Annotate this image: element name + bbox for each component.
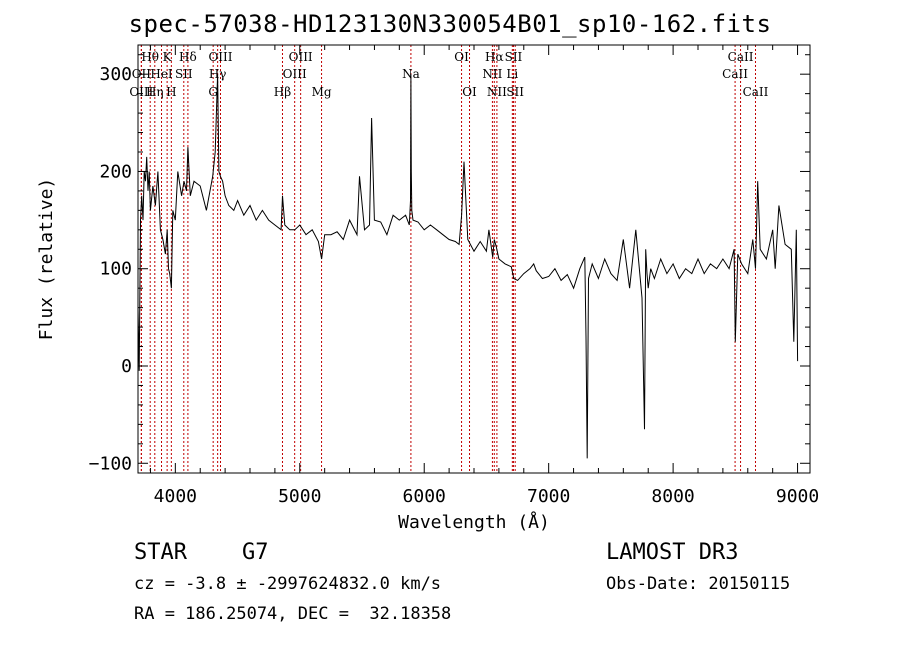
y-tick-label: 100 — [99, 259, 132, 280]
line-marker-label: G — [208, 85, 218, 99]
x-tick-label: 9000 — [776, 486, 819, 507]
line-marker-label: OI — [462, 85, 477, 99]
line-marker-label: NII — [482, 67, 502, 81]
object-class: STAR — [134, 540, 187, 565]
line-marker-label: HeI — [150, 67, 173, 81]
line-markers-layer — [140, 45, 756, 473]
chart-title: spec-57038-HD123130N330054B01_sp10-162.f… — [128, 10, 772, 38]
line-marker-label: OIII — [283, 67, 307, 81]
ticks-layer: 4000 5000 6000 7000 8000 9000 −100 0 100 200 300 — [89, 45, 819, 507]
line-marker-label: Hα — [485, 50, 504, 64]
line-marker-label: OI — [454, 50, 469, 64]
line-marker-label: Li — [506, 67, 518, 81]
line-marker-label: CaII — [722, 67, 748, 81]
x-tick-label: 6000 — [403, 486, 446, 507]
line-marker-label: Hγ — [209, 67, 227, 81]
line-marker-label: NII — [487, 85, 507, 99]
line-marker-label: Hθ — [141, 50, 159, 64]
obs-date: Obs-Date: 20150115 — [606, 574, 791, 594]
line-marker-label: K — [163, 50, 173, 64]
line-marker-label: Hβ — [274, 85, 291, 99]
y-axis-label: Flux (relative) — [36, 178, 57, 341]
x-tick-label: 7000 — [527, 486, 570, 507]
line-marker-label: OIII — [208, 50, 232, 64]
line-marker-label: OIII — [289, 50, 313, 64]
line-marker-label: H — [166, 85, 176, 99]
x-tick-label: 4000 — [154, 486, 197, 507]
plot-frame — [137, 44, 811, 474]
line-marker-label: CaII — [728, 50, 754, 64]
survey-name: LAMOST DR3 — [606, 540, 739, 565]
line-marker-label: OIII — [129, 85, 153, 99]
series-layer — [137, 74, 799, 459]
line-marker-label: Na — [402, 67, 420, 81]
line-marker-label: OII — [132, 67, 152, 81]
flux-series-line — [137, 74, 799, 459]
line-marker-label: CaII — [743, 85, 769, 99]
x-axis-label: Wavelength (Å) — [398, 511, 550, 533]
object-subclass: G7 — [242, 540, 269, 565]
line-marker-label: Mg — [312, 85, 332, 99]
line-marker-label: Hδ — [179, 50, 197, 64]
line-marker-label: SII — [175, 67, 193, 81]
coordinates-line: RA = 186.25074, DEC = 32.18358 — [134, 604, 452, 624]
y-tick-label: 0 — [121, 356, 132, 377]
y-tick-label: 300 — [99, 64, 132, 85]
redshift-line: cz = -3.8 ± -2997624832.0 km/s — [134, 574, 442, 594]
x-tick-label: 5000 — [278, 486, 321, 507]
x-tick-label: 8000 — [651, 486, 694, 507]
line-marker-label: Hη — [146, 85, 164, 99]
line-marker-label: SII — [506, 85, 524, 99]
y-tick-label: −100 — [89, 453, 132, 474]
y-tick-label: 200 — [99, 161, 132, 182]
line-marker-label: SII — [505, 50, 523, 64]
